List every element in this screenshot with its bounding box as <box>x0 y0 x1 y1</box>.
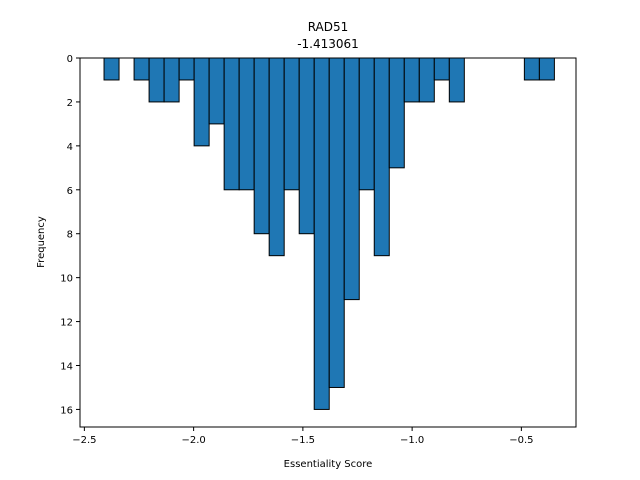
y-axis-label: Frequency <box>36 216 47 268</box>
histogram-bar-0 <box>103 57 120 81</box>
histogram-bar-9 <box>253 57 270 235</box>
histogram-bar-1 <box>133 57 150 81</box>
y-tick-label-3: 6 <box>67 186 73 197</box>
y-tick-label-6: 12 <box>60 318 73 329</box>
histogram-bar-12 <box>298 57 315 235</box>
y-tick-label-8: 16 <box>60 405 73 416</box>
y-tick-label-7: 14 <box>60 362 73 373</box>
histogram-bar-8 <box>238 57 255 191</box>
histogram-bar-17 <box>373 57 390 257</box>
y-tick-label-5: 10 <box>60 274 73 285</box>
histogram-bar-23 <box>523 57 540 81</box>
histogram-bar-18 <box>388 57 405 169</box>
histogram-bar-24 <box>538 57 555 81</box>
y-tick-label-4: 8 <box>67 230 73 241</box>
x-tick-label-1: −2.0 <box>181 435 205 446</box>
chart-subtitle: -1.413061 <box>297 37 359 51</box>
plot-frame <box>79 57 577 428</box>
histogram-bar-13 <box>313 57 330 410</box>
y-tick-label-1: 2 <box>67 98 73 109</box>
x-tick-label-3: −1.0 <box>400 435 424 446</box>
histogram-bar-3 <box>163 57 180 103</box>
histogram-bar-7 <box>223 57 240 191</box>
y-tick-label-0: 0 <box>67 54 73 65</box>
histogram-bar-10 <box>268 57 285 257</box>
x-axis-label: Essentiality Score <box>284 459 373 470</box>
histogram-bar-19 <box>403 57 420 103</box>
histogram-bar-15 <box>343 57 360 301</box>
x-tick-label-0: −2.5 <box>72 435 96 446</box>
y-tick-label-2: 4 <box>67 142 73 153</box>
histogram-bar-2 <box>148 57 165 103</box>
ticks-layer: −2.5 −2.0 −1.5 −1.0 −0.5 0 2 4 6 8 10 12 14 16 <box>60 54 533 446</box>
histogram-bar-21 <box>433 57 450 81</box>
histogram-bar-22 <box>448 57 465 103</box>
histogram-bar-14 <box>328 57 345 388</box>
x-tick-label-2: −1.5 <box>291 435 315 446</box>
histogram-bar-6 <box>208 57 225 125</box>
bars-layer <box>103 57 555 410</box>
x-tick-label-4: −0.5 <box>509 435 533 446</box>
histogram-bar-16 <box>358 57 375 191</box>
chart-title: RAD51 <box>308 20 349 34</box>
histogram-bar-11 <box>283 57 300 191</box>
histogram-bar-5 <box>193 57 210 147</box>
histogram-bar-4 <box>178 57 195 81</box>
histogram-bar-20 <box>418 57 435 103</box>
